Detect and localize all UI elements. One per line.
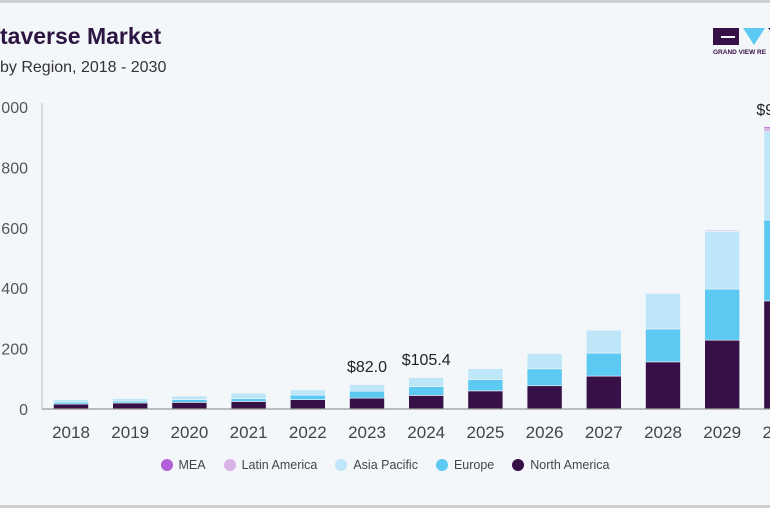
bar-segment-asia-pacific: [289, 389, 326, 396]
bar-segment-asia-pacific: [408, 377, 445, 387]
legend-swatch: [435, 459, 448, 471]
x-tick-label: 2025: [466, 423, 504, 442]
bar-segment-latin-america: [763, 128, 770, 133]
bar-segment-mea: [763, 126, 770, 130]
bar-segment-asia-pacific: [645, 293, 681, 330]
bar-segment-europe: [289, 394, 326, 400]
x-tick-label: 2026: [526, 423, 564, 442]
bar-segment-north-america: [349, 397, 385, 410]
legend-item: Latin America: [223, 458, 318, 472]
x-tick-label: 2018: [52, 423, 90, 442]
y-tick-label: 600: [1, 221, 28, 238]
y-tick-label: 0: [19, 402, 28, 419]
x-tick-label: 2028: [644, 423, 682, 442]
legend-item: Europe: [435, 458, 495, 472]
x-tick-label: 2020: [170, 423, 208, 442]
bar-segment-europe: [467, 379, 504, 392]
bar-segment-europe: [408, 386, 445, 396]
x-tick-label: 2019: [111, 423, 149, 442]
legend: MEA Latin America Asia Pacific Europe North …: [0, 458, 770, 472]
legend-label: MEA: [178, 458, 206, 472]
bar-segment-asia-pacific: [526, 353, 563, 370]
legend-swatch: [512, 459, 525, 471]
x-tick-label: 2030: [762, 423, 770, 442]
bar-segment-asia-pacific: [171, 395, 208, 400]
legend-item: Asia Pacific: [335, 458, 418, 472]
legend-swatch: [335, 459, 348, 471]
x-tick-label: 2024: [407, 423, 445, 442]
chart-svg: 0 200 400 600 800 000 2018 2019 2020 2021 2022 2023…: [1, 100, 770, 442]
bar-segment-asia-pacific: [467, 368, 504, 381]
chart-subtitle: by Region, 2018 - 2030: [0, 59, 167, 76]
bar-segment-north-america: [112, 402, 148, 410]
grand-view-logo: GRAND VIEW RE: [713, 25, 770, 57]
legend-item: MEA: [160, 458, 206, 472]
bar-segment-north-america: [645, 361, 681, 410]
bar-segment-europe: [763, 219, 770, 302]
x-tick-label: 2021: [230, 423, 268, 442]
bar-segment-north-america: [408, 395, 445, 410]
bar-segment-north-america: [53, 403, 89, 410]
bar-segment-europe: [585, 352, 622, 377]
data-label: $9: [756, 102, 770, 119]
chart-title: taverse Market: [0, 23, 162, 49]
data-label: $105.4: [402, 352, 451, 369]
bar-segment-north-america: [704, 339, 741, 410]
legend-swatch: [223, 459, 236, 471]
bar-segment-europe: [645, 328, 681, 363]
bar-segment-asia-pacific: [763, 131, 770, 221]
bar-segment-north-america: [467, 390, 504, 410]
y-tick-label: 000: [1, 100, 28, 117]
bar-segment-europe: [704, 288, 741, 341]
bar-segment-europe: [230, 398, 267, 402]
bar-segment-asia-pacific: [230, 392, 267, 399]
x-tick-label: 2027: [585, 423, 623, 442]
legend-swatch: [160, 459, 173, 471]
bar-segment-asia-pacific: [585, 329, 622, 354]
y-tick-label: 800: [1, 160, 28, 177]
bar-segment-north-america: [526, 385, 563, 410]
bar-segment-north-america: [585, 375, 622, 410]
x-tick-label: 2029: [703, 423, 741, 442]
x-tick-label: 2023: [348, 423, 386, 442]
bar-segment-europe: [526, 368, 563, 387]
logo-text: GRAND VIEW RE: [713, 49, 767, 56]
bar-segment-north-america: [289, 399, 326, 410]
bar-segment-mea: [704, 229, 741, 231]
x-tick-label: 2022: [289, 423, 327, 442]
legend-item: North America: [512, 458, 609, 472]
bar-segment-europe: [171, 399, 208, 403]
legend-label: Europe: [453, 458, 495, 472]
legend-label: North America: [530, 458, 610, 472]
data-label: $82.0: [347, 359, 387, 376]
legend-label: Latin America: [241, 458, 318, 472]
y-tick-label: 200: [1, 342, 28, 359]
bar-segment-north-america: [230, 401, 267, 410]
y-tick-label: 400: [1, 281, 28, 298]
legend-label: Asia Pacific: [353, 458, 418, 472]
bar-segment-north-america: [171, 402, 208, 410]
bar-segment-asia-pacific: [704, 231, 741, 290]
bar-segment-north-america: [763, 300, 770, 410]
bar-segment-asia-pacific: [349, 384, 385, 392]
bar-segment-europe: [349, 390, 385, 399]
logo-mark-icon: GRAND VIEW RE: [713, 28, 770, 56]
